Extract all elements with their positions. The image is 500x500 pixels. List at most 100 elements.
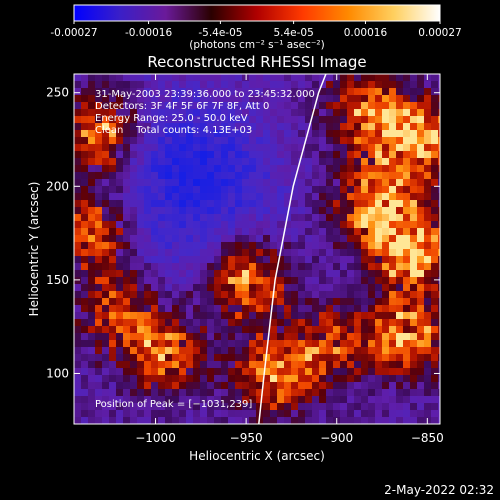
- heatmap-cell: [109, 109, 117, 117]
- heatmap-cell: [375, 333, 383, 341]
- heatmap-cell: [249, 256, 257, 264]
- heatmap-cell: [186, 396, 194, 404]
- heatmap-cell: [354, 340, 362, 348]
- heatmap-cell: [193, 74, 201, 82]
- heatmap-cell: [333, 249, 341, 257]
- heatmap-cell: [347, 403, 355, 411]
- heatmap-cell: [228, 172, 236, 180]
- heatmap-cell: [207, 207, 215, 215]
- heatmap-cell: [235, 95, 243, 103]
- heatmap-cell: [235, 74, 243, 82]
- heatmap-cell: [200, 88, 208, 96]
- heatmap-cell: [186, 312, 194, 320]
- heatmap-cell: [221, 242, 229, 250]
- heatmap-cell: [263, 361, 271, 369]
- heatmap-cell: [207, 256, 215, 264]
- heatmap-cell: [172, 319, 180, 327]
- heatmap-cell: [375, 144, 383, 152]
- heatmap-cell: [270, 410, 278, 418]
- heatmap-cell: [200, 326, 208, 334]
- heatmap-cell: [319, 242, 327, 250]
- heatmap-cell: [340, 193, 348, 201]
- heatmap-cell: [88, 221, 96, 229]
- heatmap-cell: [130, 305, 138, 313]
- heatmap-cell: [382, 137, 390, 145]
- heatmap-cell: [235, 284, 243, 292]
- heatmap-cell: [207, 396, 215, 404]
- heatmap-cell: [151, 410, 159, 418]
- heatmap-cell: [298, 270, 306, 278]
- heatmap-cell: [375, 403, 383, 411]
- heatmap-cell: [284, 382, 292, 390]
- heatmap-cell: [298, 130, 306, 138]
- heatmap-cell: [417, 305, 425, 313]
- heatmap-cell: [193, 144, 201, 152]
- heatmap-cell: [228, 312, 236, 320]
- heatmap-cell: [74, 214, 82, 222]
- heatmap-cell: [186, 417, 194, 424]
- heatmap-cell: [431, 165, 439, 173]
- heatmap-cell: [354, 137, 362, 145]
- heatmap-cell: [305, 228, 313, 236]
- heatmap-cell: [291, 298, 299, 306]
- heatmap-cell: [361, 158, 369, 166]
- heatmap-cell: [389, 109, 397, 117]
- heatmap-cell: [256, 305, 264, 313]
- heatmap-cell: [102, 186, 110, 194]
- heatmap-cell: [172, 179, 180, 187]
- heatmap-cell: [270, 109, 278, 117]
- heatmap-cell: [284, 186, 292, 194]
- heatmap-cell: [438, 151, 440, 159]
- heatmap-cell: [347, 256, 355, 264]
- heatmap-cell: [256, 130, 264, 138]
- heatmap-cell: [165, 116, 173, 124]
- peak-position-label: Position of Peak = [−1031,239]: [95, 399, 252, 410]
- heatmap-cell: [382, 165, 390, 173]
- heatmap-cell: [214, 81, 222, 89]
- heatmap-cell: [326, 242, 334, 250]
- heatmap-cell: [172, 95, 180, 103]
- heatmap-cell: [116, 186, 124, 194]
- heatmap-cell: [130, 249, 138, 257]
- heatmap-cell: [375, 81, 383, 89]
- heatmap-cell: [144, 361, 152, 369]
- heatmap-cell: [200, 165, 208, 173]
- heatmap-cell: [368, 340, 376, 348]
- heatmap-cell: [95, 326, 103, 334]
- heatmap-cell: [270, 207, 278, 215]
- heatmap-cell: [88, 228, 96, 236]
- heatmap-cell: [235, 221, 243, 229]
- heatmap-cell: [319, 396, 327, 404]
- heatmap-cell: [403, 368, 411, 376]
- heatmap-cell: [116, 410, 124, 418]
- heatmap-cell: [319, 102, 327, 110]
- heatmap-cell: [368, 179, 376, 187]
- heatmap-cell: [361, 333, 369, 341]
- heatmap-cell: [389, 95, 397, 103]
- heatmap-cell: [305, 291, 313, 299]
- heatmap-cell: [375, 130, 383, 138]
- heatmap-cell: [228, 88, 236, 96]
- heatmap-cell: [298, 102, 306, 110]
- heatmap-cell: [186, 88, 194, 96]
- heatmap-cell: [389, 389, 397, 397]
- heatmap-cell: [242, 326, 250, 334]
- heatmap-cell: [186, 137, 194, 145]
- heatmap-cell: [249, 263, 257, 271]
- heatmap-cell: [312, 347, 320, 355]
- heatmap-cell: [172, 151, 180, 159]
- heatmap-cell: [235, 165, 243, 173]
- heatmap-cell: [144, 123, 152, 131]
- heatmap-cell: [291, 137, 299, 145]
- heatmap-cell: [130, 88, 138, 96]
- heatmap-cell: [396, 74, 404, 82]
- heatmap-cell: [102, 228, 110, 236]
- heatmap-cell: [305, 179, 313, 187]
- heatmap-cell: [298, 410, 306, 418]
- heatmap-cell: [410, 389, 418, 397]
- heatmap-cell: [242, 277, 250, 285]
- heatmap-cell: [284, 137, 292, 145]
- heatmap-cell: [354, 347, 362, 355]
- heatmap-cell: [396, 109, 404, 117]
- heatmap-cell: [137, 326, 145, 334]
